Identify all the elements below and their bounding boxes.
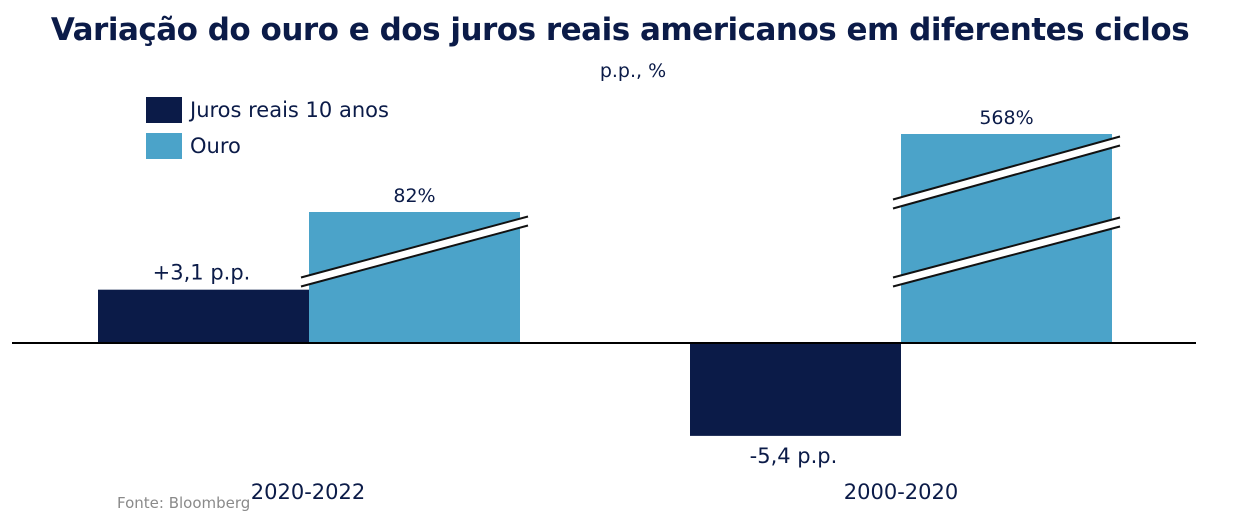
chart-title: Variação do ouro e dos juros reais ameri… — [50, 12, 1190, 48]
category-label-2020-2022: 2020-2022 — [251, 480, 365, 504]
legend: Juros reais 10 anos Ouro — [146, 97, 389, 169]
axis-break-line-top-2000-2020-1 — [892, 216, 1121, 279]
axis-break-gap-2000-2020-1 — [891, 217, 1122, 287]
axis-break-gap-2000-2020-0 — [891, 136, 1122, 209]
axis-break-line-bottom-2000-2020-1 — [892, 225, 1121, 288]
legend-label-juros: Juros reais 10 anos — [190, 98, 389, 122]
legend-item-juros: Juros reais 10 anos — [146, 97, 389, 123]
axis-break-line-bottom-2020-2022-0 — [300, 224, 529, 288]
data-label-juros-2020-2022: +3,1 p.p. — [153, 261, 251, 285]
data-label-ouro-2020-2022: 82% — [393, 185, 435, 207]
data-label-juros-2000-2020: -5,4 p.p. — [750, 444, 838, 468]
chart-subtitle: p.p., % — [599, 60, 667, 82]
legend-swatch-juros — [146, 97, 182, 123]
axis-break-gap-2020-2022-0 — [299, 216, 530, 287]
data-label-ouro-2000-2020: 568% — [979, 107, 1033, 129]
legend-label-ouro: Ouro — [190, 134, 241, 158]
legend-item-ouro: Ouro — [146, 133, 389, 159]
bar-juros-2000-2020 — [690, 343, 901, 436]
axis-break-line-top-2000-2020-0 — [892, 135, 1121, 201]
legend-swatch-ouro — [146, 133, 182, 159]
axis-break-line-bottom-2000-2020-0 — [892, 144, 1121, 210]
bar-ouro-2000-2020 — [901, 134, 1112, 343]
category-label-2000-2020: 2000-2020 — [844, 480, 958, 504]
axis-break-line-top-2020-2022-0 — [300, 215, 529, 279]
source-note: Fonte: Bloomberg — [117, 494, 251, 512]
bar-juros-2020-2022 — [98, 289, 309, 343]
